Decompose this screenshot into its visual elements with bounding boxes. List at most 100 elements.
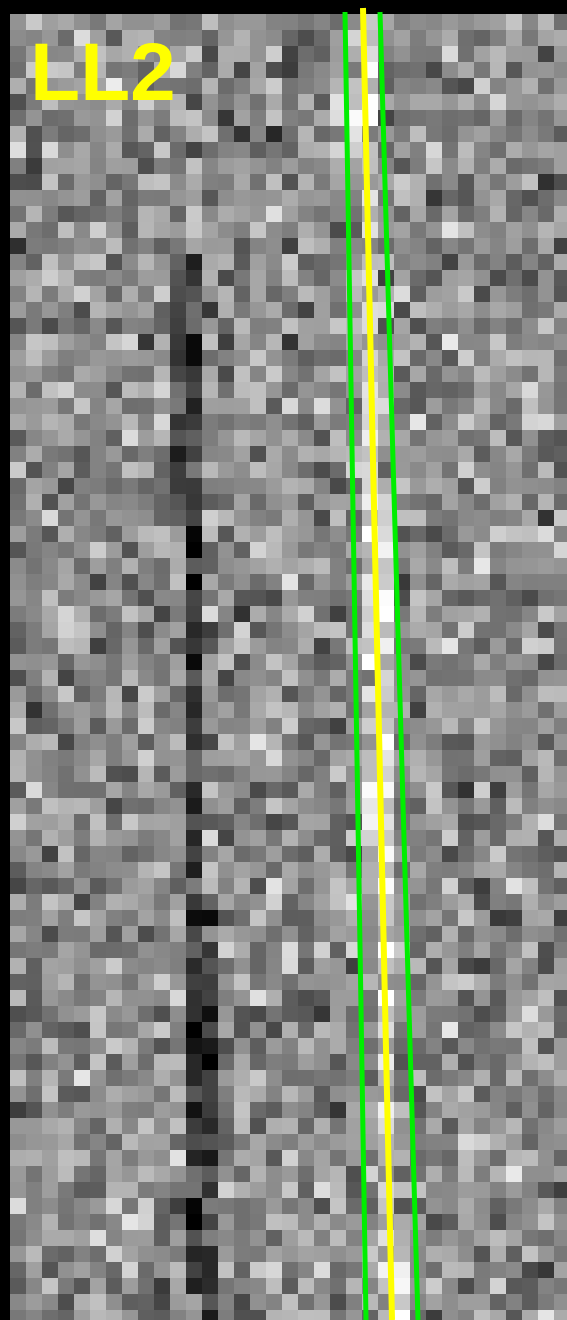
pixel xyxy=(10,286,26,302)
pixel xyxy=(490,1278,506,1294)
pixel xyxy=(74,1118,90,1134)
pixel xyxy=(314,782,330,798)
pixel xyxy=(314,414,330,430)
pixel xyxy=(90,382,106,398)
pixel xyxy=(250,1166,266,1182)
pixel xyxy=(538,622,554,638)
pixel xyxy=(426,1294,442,1310)
pixel xyxy=(218,94,234,110)
pixel xyxy=(202,1294,218,1310)
pixel xyxy=(10,606,26,622)
pixel xyxy=(218,1166,234,1182)
pixel xyxy=(410,46,426,62)
pixel xyxy=(426,926,442,942)
pixel xyxy=(186,334,202,350)
pixel xyxy=(330,574,346,590)
pixel xyxy=(58,862,74,878)
pixel xyxy=(394,430,410,446)
pixel xyxy=(458,766,474,782)
pixel xyxy=(122,318,138,334)
pixel xyxy=(170,270,186,286)
pixel xyxy=(154,862,170,878)
pixel xyxy=(90,558,106,574)
pixel xyxy=(474,990,490,1006)
pixel xyxy=(250,894,266,910)
pixel xyxy=(234,670,250,686)
pixel xyxy=(522,686,538,702)
pixel xyxy=(282,574,298,590)
pixel xyxy=(266,14,282,30)
pixel xyxy=(410,542,426,558)
pixel xyxy=(410,222,426,238)
pixel xyxy=(346,750,362,766)
pixel xyxy=(330,1102,346,1118)
pixel xyxy=(442,1278,458,1294)
pixel xyxy=(250,78,266,94)
pixel xyxy=(250,1294,266,1310)
pixel xyxy=(170,958,186,974)
pixel xyxy=(170,526,186,542)
pixel xyxy=(58,382,74,398)
pixel xyxy=(250,94,266,110)
pixel xyxy=(506,30,522,46)
pixel xyxy=(250,958,266,974)
pixel xyxy=(170,734,186,750)
pixel xyxy=(74,142,90,158)
pixel xyxy=(458,318,474,334)
pixel xyxy=(218,1038,234,1054)
pixel xyxy=(506,750,522,766)
pixel xyxy=(458,62,474,78)
pixel xyxy=(154,686,170,702)
pixel xyxy=(442,1150,458,1166)
pixel xyxy=(314,750,330,766)
pixel xyxy=(10,158,26,174)
pixel xyxy=(170,1166,186,1182)
pixel xyxy=(442,1134,458,1150)
pixel xyxy=(314,542,330,558)
pixel xyxy=(122,878,138,894)
pixel xyxy=(42,862,58,878)
pixel xyxy=(490,942,506,958)
pixel xyxy=(266,702,282,718)
pixel xyxy=(458,46,474,62)
pixel xyxy=(314,606,330,622)
pixel xyxy=(186,30,202,46)
pixel xyxy=(234,734,250,750)
pixel xyxy=(554,46,567,62)
pixel xyxy=(170,1230,186,1246)
pixel xyxy=(554,926,567,942)
pixel xyxy=(154,718,170,734)
pixel xyxy=(202,1054,218,1070)
pixel xyxy=(106,670,122,686)
pixel xyxy=(330,686,346,702)
pixel xyxy=(10,142,26,158)
pixel xyxy=(554,622,567,638)
pixel xyxy=(42,318,58,334)
pixel xyxy=(138,766,154,782)
pixel xyxy=(138,1198,154,1214)
pixel xyxy=(330,510,346,526)
pixel xyxy=(74,942,90,958)
pixel xyxy=(74,590,90,606)
pixel xyxy=(410,606,426,622)
pixel xyxy=(122,1086,138,1102)
pixel xyxy=(426,1166,442,1182)
pixel xyxy=(314,254,330,270)
pixel xyxy=(154,606,170,622)
pixel xyxy=(58,1214,74,1230)
pixel xyxy=(458,334,474,350)
pixel xyxy=(170,286,186,302)
pixel xyxy=(90,1022,106,1038)
pixel xyxy=(58,734,74,750)
pixel xyxy=(538,974,554,990)
pixel xyxy=(266,1134,282,1150)
pixel xyxy=(10,1070,26,1086)
pixel xyxy=(26,270,42,286)
pixel xyxy=(330,1166,346,1182)
pixel xyxy=(362,734,378,750)
pixel xyxy=(138,462,154,478)
pixel xyxy=(138,126,154,142)
pixel xyxy=(490,830,506,846)
pixel xyxy=(282,270,298,286)
pixel xyxy=(474,1198,490,1214)
